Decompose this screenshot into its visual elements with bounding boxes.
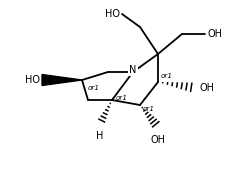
Text: HO: HO xyxy=(25,75,40,85)
Text: H: H xyxy=(96,131,104,141)
Text: or1: or1 xyxy=(143,106,155,112)
Text: HO: HO xyxy=(105,9,120,19)
Text: or1: or1 xyxy=(116,95,128,101)
Text: OH: OH xyxy=(199,83,214,93)
Text: or1: or1 xyxy=(88,85,100,91)
Text: N: N xyxy=(129,65,137,75)
Polygon shape xyxy=(42,74,82,85)
Text: OH: OH xyxy=(151,135,165,145)
Text: or1: or1 xyxy=(161,73,173,79)
Text: OH: OH xyxy=(207,29,222,39)
